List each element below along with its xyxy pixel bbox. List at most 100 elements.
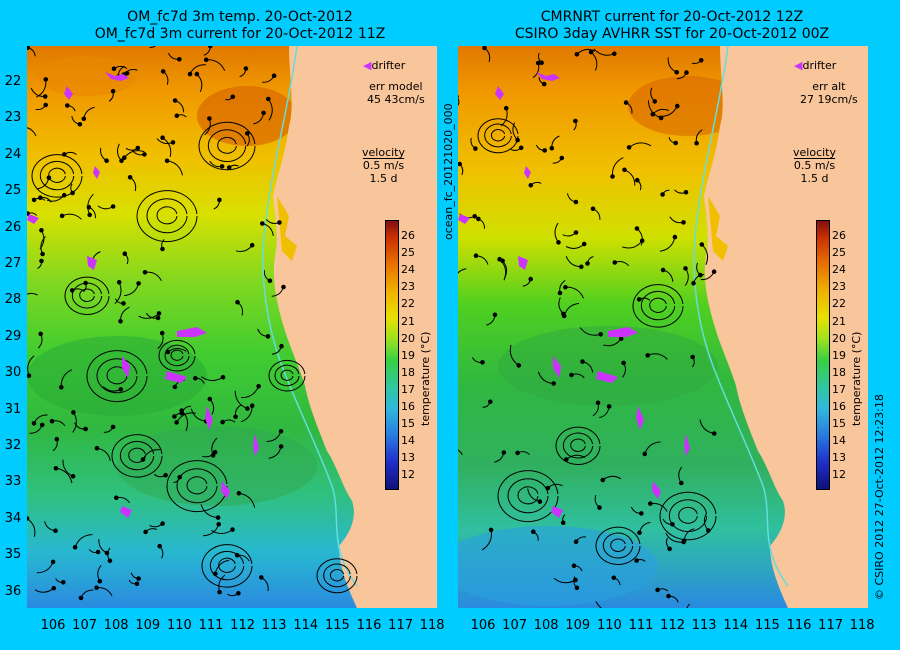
right-x-tick-label: 113 <box>691 618 717 633</box>
flow-arrowhead <box>160 521 165 526</box>
flow-arrowhead <box>612 51 617 57</box>
left-x-tick-label: 117 <box>388 618 413 633</box>
right-x-tick-label: 116 <box>786 618 812 633</box>
flow-arrowhead <box>623 100 629 105</box>
right-x-tick-label: 106 <box>470 618 496 633</box>
flow-arrowhead <box>551 381 556 386</box>
eddy-streamline <box>207 129 247 163</box>
eddy-streamline <box>156 206 178 225</box>
flow-arrowhead <box>118 319 123 324</box>
y-tick-label: 26 <box>4 219 22 235</box>
flow-arrowhead <box>53 528 58 534</box>
flow-arrowhead <box>134 581 140 587</box>
copyright-label: © CSIRO 2012 27-Oct-2012 12:23:18 <box>873 394 886 600</box>
right-colorbar-tick: 24 <box>832 263 846 277</box>
left-map-panel[interactable]: ◀drifter err model 45 43cm/s velocity 0.… <box>27 46 437 608</box>
flow-arrowhead <box>658 115 664 121</box>
flow-arrowhead <box>560 520 566 526</box>
flow-arrowhead <box>59 384 64 390</box>
flow-streamline <box>149 46 156 49</box>
right-x-tick-label: 114 <box>723 618 749 633</box>
left-colorbar-tick: 18 <box>401 365 415 379</box>
flow-arrowhead <box>174 113 180 119</box>
flow-arrowhead <box>563 457 569 462</box>
flow-arrowhead <box>122 155 127 160</box>
flow-arrowhead <box>83 426 88 432</box>
eddy-streamline <box>555 426 601 465</box>
flow-arrowhead <box>581 241 587 247</box>
right-colorbar <box>816 220 830 490</box>
right-x-tick-label: 111 <box>628 618 654 633</box>
flow-arrowhead <box>42 94 48 99</box>
flow-arrowhead <box>97 578 103 584</box>
eddy-streamline <box>595 526 641 565</box>
eddy-streamline <box>640 290 676 321</box>
flow-arrowhead <box>172 414 177 419</box>
flow-arrowhead <box>127 175 133 180</box>
flow-arrowhead <box>87 212 93 218</box>
flow-arrowhead <box>271 73 277 79</box>
flow-arrowhead <box>691 280 696 286</box>
eddy-streamline <box>186 476 208 495</box>
left-colorbar-tick: 17 <box>401 382 415 396</box>
flow-arrowhead <box>27 373 32 378</box>
y-tick-label: 30 <box>4 365 22 381</box>
right-err-box: err alt 27 19cm/s <box>800 80 858 106</box>
eddy-streamline <box>517 486 539 505</box>
flow-arrowhead <box>81 116 87 122</box>
flow-arrowhead <box>118 387 124 392</box>
flow-arrowhead <box>210 453 216 458</box>
flow-arrowhead <box>561 313 567 319</box>
flow-arrowhead <box>53 466 59 471</box>
flow-arrowhead <box>78 595 84 601</box>
flow-arrowhead <box>635 177 640 183</box>
flow-arrowhead <box>622 167 627 173</box>
flow-arrowhead <box>476 216 481 222</box>
flow-arrowhead <box>569 372 574 378</box>
flow-arrowhead <box>574 52 580 57</box>
flow-arrowhead <box>157 543 162 549</box>
y-tick-label: 25 <box>4 183 22 199</box>
flow-arrowhead <box>31 421 37 426</box>
flow-arrowhead <box>626 145 632 150</box>
flow-arrowhead <box>61 580 66 585</box>
flow-arrowhead <box>65 103 70 108</box>
left-colorbar-tick: 24 <box>401 263 415 277</box>
right-colorbar-tick: 22 <box>832 297 846 311</box>
eddy-streamline <box>170 349 184 361</box>
flow-arrowhead <box>50 559 56 565</box>
flow-arrowhead <box>203 57 209 63</box>
flow-arrowhead <box>666 593 671 599</box>
flow-arrowhead <box>110 204 116 209</box>
flow-arrowhead <box>501 450 507 455</box>
eddy-streamline <box>280 369 294 381</box>
flow-arrowhead <box>706 528 711 533</box>
eddy-streamline <box>274 364 300 387</box>
left-colorbar-tick: 25 <box>401 246 415 260</box>
flow-arrowhead <box>645 353 650 358</box>
flow-arrowhead <box>51 585 57 591</box>
flow-arrowhead <box>207 116 212 121</box>
left-x-tick-label: 113 <box>261 618 287 633</box>
flow-arrowhead <box>535 60 541 66</box>
right-colorbar-tick: 13 <box>832 451 846 465</box>
flow-arrowhead <box>38 195 43 200</box>
flow-arrowhead <box>681 220 686 225</box>
flow-arrowhead <box>122 251 128 256</box>
left-x-tick-label: 109 <box>135 618 161 633</box>
right-x-tick-label: 110 <box>596 618 622 633</box>
flow-arrowhead <box>278 444 284 449</box>
flow-arrowhead <box>681 539 686 545</box>
y-tick-label: 35 <box>4 547 22 563</box>
flow-arrowhead <box>40 251 45 257</box>
flow-arrowhead <box>215 515 221 520</box>
right-map-panel[interactable]: ◀drifter err alt 27 19cm/s velocity 0.5 … <box>458 46 868 608</box>
y-tick-label: 28 <box>4 292 22 308</box>
flow-arrowhead <box>156 311 162 316</box>
flow-arrowhead <box>573 230 579 235</box>
eddy-streamline <box>668 499 708 533</box>
right-err-label: err alt <box>812 80 846 93</box>
left-colorbar-tick: 19 <box>401 348 415 362</box>
flow-arrowhead <box>212 449 218 455</box>
flow-arrowhead <box>488 527 494 533</box>
